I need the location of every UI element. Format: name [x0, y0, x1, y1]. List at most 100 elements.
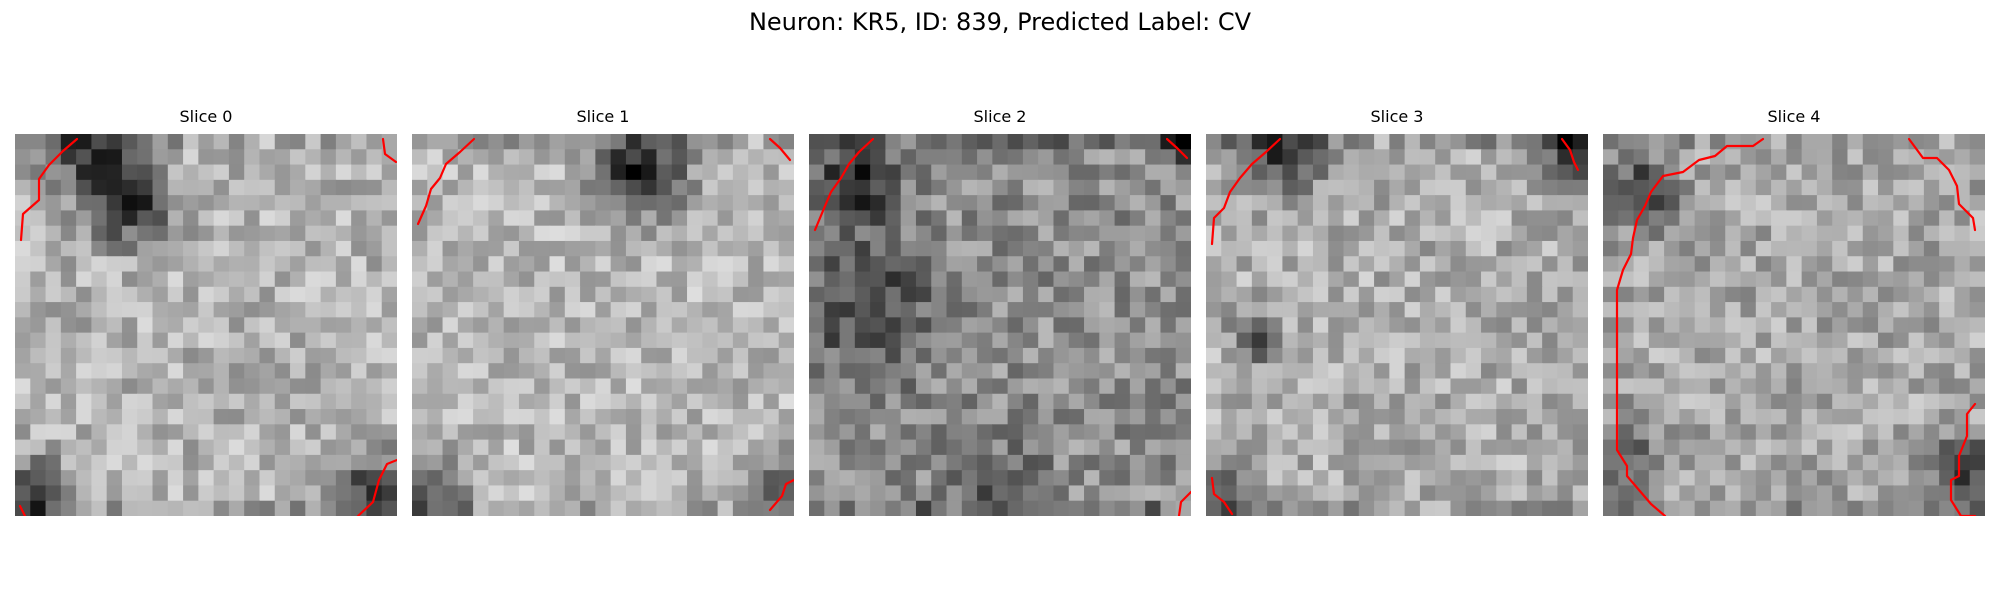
pixel-cell [656, 271, 673, 288]
pixel-cell [45, 363, 62, 380]
pixel-cell [1939, 195, 1956, 211]
pixel-cell [992, 179, 1009, 196]
pixel-cell [1343, 271, 1360, 288]
pixel-cell [534, 286, 551, 303]
pixel-cell [121, 378, 138, 395]
pixel-cell [1435, 424, 1452, 441]
pixel-cell [1450, 195, 1467, 211]
pixel-cell [1297, 195, 1314, 211]
pixel-cell [1755, 409, 1772, 425]
pixel-cell [30, 240, 47, 257]
pixel-cell [595, 317, 612, 334]
pixel-cell [183, 363, 199, 380]
pixel-cell [824, 317, 841, 334]
pixel-cell [473, 195, 489, 211]
pixel-cell [1175, 134, 1191, 150]
pixel-cell [1007, 347, 1024, 364]
pixel-cell [656, 500, 673, 516]
pixel-cell [687, 149, 703, 166]
pixel-cell [1939, 225, 1956, 242]
pixel-cell [549, 409, 566, 425]
pixel-cell [137, 332, 154, 349]
pixel-cell [641, 439, 658, 456]
pixel-cell [702, 470, 719, 487]
pixel-cell [366, 347, 383, 364]
pixel-cell [946, 179, 963, 196]
pixel-cell [45, 500, 62, 516]
pixel-cell [1755, 332, 1772, 349]
pixel-cell [1511, 271, 1528, 288]
pixel-cell [1526, 256, 1543, 273]
pixel-cell [244, 424, 261, 441]
pixel-cell [1939, 409, 1956, 425]
pixel-cell [1419, 439, 1436, 456]
pixel-cell [366, 195, 383, 211]
pixel-cell [641, 225, 658, 242]
pixel-cell [381, 393, 397, 410]
pixel-cell [1542, 378, 1559, 395]
pixel-cell [198, 409, 215, 425]
pixel-cell [45, 164, 62, 181]
pixel-cell [1221, 378, 1238, 395]
pixel-cell [1450, 393, 1467, 410]
pixel-cell [1343, 302, 1360, 318]
pixel-cell [1374, 470, 1390, 487]
pixel-cell [1633, 454, 1650, 471]
pixel-cell [992, 210, 1009, 227]
pixel-cell [335, 393, 352, 410]
pixel-cell [1267, 286, 1283, 303]
pixel-cell [1419, 347, 1436, 364]
pixel-cell [1419, 149, 1436, 166]
pixel-cell [1358, 454, 1375, 471]
pixel-cell [1145, 134, 1162, 150]
pixel-cell [305, 454, 322, 471]
pixel-cell [946, 317, 963, 334]
pixel-cell [442, 149, 459, 166]
pixel-cell [244, 439, 261, 456]
pixel-cell [503, 439, 520, 456]
pixel-cell [1664, 164, 1680, 181]
pixel-cell [595, 134, 612, 150]
pixel-cell [351, 454, 368, 471]
pixel-cell [1038, 225, 1055, 242]
pixel-cell [1007, 164, 1024, 181]
pixel-cell [1114, 485, 1131, 502]
pixel-cell [1526, 393, 1543, 410]
pixel-cell [717, 271, 734, 288]
pixel-cell [518, 409, 535, 425]
pixel-cell [1053, 210, 1070, 227]
pixel-cell [854, 470, 871, 487]
pixel-cell [671, 470, 688, 487]
pixel-cell [183, 134, 199, 150]
pixel-cell [457, 332, 474, 349]
pixel-cell [1374, 179, 1390, 196]
pixel-cell [1786, 256, 1803, 273]
pixel-cell [473, 271, 489, 288]
pixel-cell [1801, 179, 1818, 196]
pixel-cell [1282, 439, 1299, 456]
pixel-cell [778, 256, 794, 273]
pixel-cell [1618, 210, 1635, 227]
pixel-cell [503, 210, 520, 227]
pixel-cell [671, 424, 688, 441]
pixel-cell [1511, 500, 1528, 516]
pixel-cell [518, 332, 535, 349]
pixel-cell [15, 363, 31, 380]
pixel-cell [595, 378, 612, 395]
pixel-cell [1022, 164, 1039, 181]
pixel-cell [1282, 454, 1299, 471]
pixel-cell [1481, 424, 1497, 441]
pixel-cell [534, 179, 551, 196]
pixel-cell [137, 393, 154, 410]
pixel-cell [1878, 424, 1894, 441]
pixel-cell [625, 378, 642, 395]
pixel-cell [671, 393, 688, 410]
pixel-cell [1419, 302, 1436, 318]
pixel-cell [1419, 317, 1436, 334]
pixel-cell [1816, 378, 1833, 395]
pixel-cell [1465, 179, 1482, 196]
pixel-cell [244, 164, 261, 181]
pixel-cell [45, 454, 62, 471]
pixel-cell [1832, 134, 1849, 150]
pixel-cell [1007, 149, 1024, 166]
